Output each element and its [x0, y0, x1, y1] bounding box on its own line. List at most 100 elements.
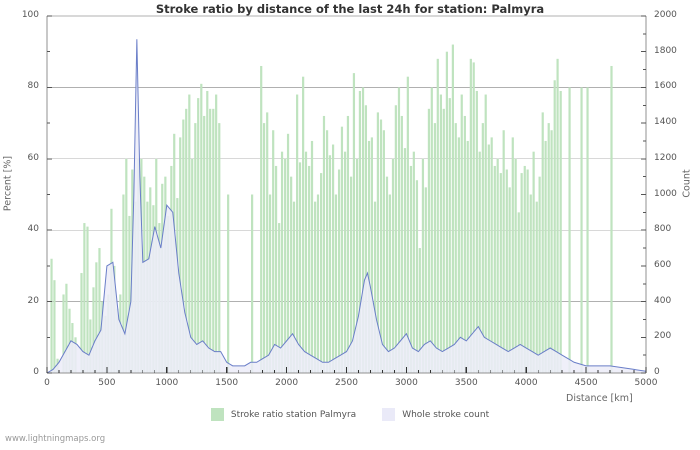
chart-title: Stroke ratio by distance of the last 24h… [155, 2, 545, 16]
y-tick-left-0: 0 [33, 367, 39, 377]
bar [559, 90, 562, 373]
bar [334, 194, 338, 373]
bar [272, 130, 275, 373]
bar [95, 262, 98, 373]
bar [320, 173, 323, 373]
y-tick-right-1200: 1200 [654, 152, 677, 163]
bar [191, 158, 194, 373]
bar [296, 94, 299, 373]
legend-label: Whole stroke count [402, 409, 490, 420]
bar [179, 137, 182, 373]
bar [209, 108, 212, 373]
bar [505, 169, 508, 373]
bar [128, 215, 131, 373]
bar [355, 158, 359, 373]
y-tick-left-60: 60 [27, 152, 39, 163]
bar [373, 201, 377, 373]
bar [409, 165, 413, 373]
bar [436, 58, 439, 374]
x-tick-3000: 3000 [394, 378, 418, 388]
x-tick-2500: 2500 [335, 378, 358, 388]
bar [487, 144, 490, 373]
bar [284, 158, 287, 373]
bar [520, 173, 523, 373]
x-tick-1000: 1000 [155, 378, 179, 388]
bar [308, 165, 311, 373]
bar [547, 123, 550, 373]
bar [496, 158, 499, 373]
bar [523, 165, 526, 373]
bar [322, 115, 326, 374]
x-tick-2000: 2000 [275, 378, 299, 388]
bar [493, 165, 496, 373]
bar [302, 76, 305, 373]
bar [427, 108, 431, 373]
bar [218, 123, 221, 373]
bar [122, 194, 125, 373]
bar [361, 87, 365, 374]
bar [610, 65, 613, 373]
bar [89, 319, 92, 373]
legend-whole-count[interactable]: Whole stroke count [382, 408, 489, 421]
bar [475, 90, 478, 373]
bar [182, 119, 185, 373]
bar [316, 194, 320, 373]
bar [529, 194, 532, 373]
legend-label: Stroke ratio station Palmyra [230, 409, 357, 420]
bar [538, 176, 541, 373]
bar [125, 158, 128, 373]
bar [304, 151, 308, 373]
bar [337, 169, 341, 373]
bar [260, 65, 263, 373]
bar [370, 137, 373, 373]
bar [457, 137, 460, 373]
bar [448, 98, 451, 374]
bar [445, 51, 448, 373]
legend-stroke-ratio[interactable]: Stroke ratio station Palmyra [210, 408, 357, 421]
bar [535, 201, 538, 373]
bar [364, 105, 368, 373]
bar [400, 115, 403, 374]
bar [185, 108, 188, 373]
bar [278, 223, 281, 373]
bar [62, 294, 65, 373]
bar [499, 173, 502, 373]
bar [212, 108, 215, 373]
bar [391, 158, 395, 373]
bar [430, 87, 433, 374]
bar [206, 90, 209, 373]
x-tick-500: 500 [98, 378, 116, 388]
bar [376, 112, 379, 373]
legend-swatch-icon [210, 408, 224, 421]
bar [508, 187, 511, 373]
bar [526, 169, 529, 373]
bar [200, 83, 203, 373]
bar [215, 94, 218, 373]
bar [194, 123, 197, 373]
bar [298, 162, 302, 373]
y-tick-right-800: 800 [654, 224, 672, 235]
x-tick-5000: 5000 [634, 378, 658, 388]
y-tick-right-1000: 1000 [654, 188, 677, 199]
bar [343, 151, 347, 373]
bar [268, 194, 272, 373]
x-tick-0: 0 [44, 378, 50, 388]
bar [421, 158, 425, 373]
bar [397, 87, 401, 374]
bar [484, 94, 487, 373]
bar [310, 140, 314, 373]
bar [469, 58, 472, 374]
bar [502, 130, 505, 373]
bar [481, 123, 484, 373]
bar [439, 94, 442, 373]
bar [556, 58, 559, 374]
bar [292, 201, 296, 373]
bar [568, 87, 571, 374]
bar [460, 94, 463, 373]
bar [314, 201, 317, 373]
legend-swatch-icon [382, 408, 396, 421]
y-tick-right-1600: 1600 [654, 81, 677, 92]
y-tick-right-600: 600 [654, 259, 672, 270]
bar [472, 62, 475, 373]
